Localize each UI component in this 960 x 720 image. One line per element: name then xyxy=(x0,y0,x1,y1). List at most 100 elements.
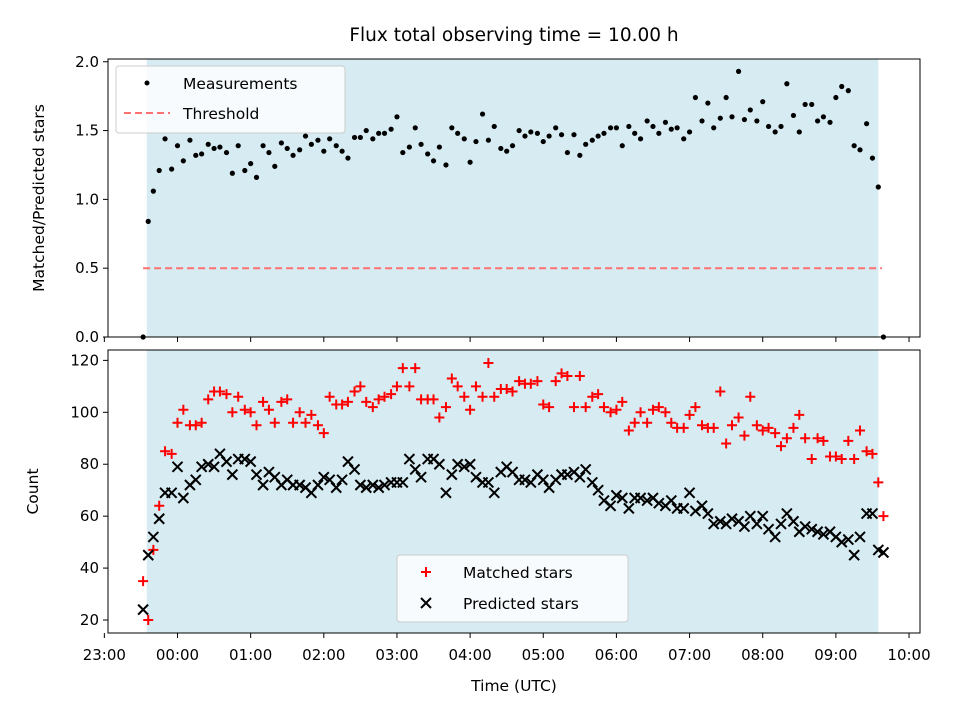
matched-star-point xyxy=(373,394,384,405)
predicted-star-point xyxy=(696,500,708,512)
top-y-tick-label: 2.0 xyxy=(75,53,99,71)
measurement-point xyxy=(509,143,516,149)
matched-star-point xyxy=(726,420,737,431)
top-y-tick-label: 1.5 xyxy=(75,122,99,140)
matched-star-point xyxy=(781,433,792,444)
matched-star-point xyxy=(800,433,811,444)
measurement-point xyxy=(290,152,296,158)
predicted-star-point xyxy=(336,474,348,486)
x-tick-label: 08:00 xyxy=(741,646,784,664)
measurement-point xyxy=(297,147,303,153)
measurement-point xyxy=(302,133,309,139)
bottom-y-ticks: 20 40 60 80 100 120 xyxy=(70,351,108,629)
measurement-point xyxy=(571,132,577,138)
bottom-y-tick-label: 20 xyxy=(80,611,99,629)
measurement-point xyxy=(327,136,333,142)
legend-measurements-label: Measurements xyxy=(183,75,298,93)
matched-star-point xyxy=(404,381,415,392)
x-tick-label: 03:00 xyxy=(375,646,418,664)
measurement-point xyxy=(760,99,766,105)
measurement-point xyxy=(351,134,358,141)
measurement-point xyxy=(333,143,339,149)
predicted-star-point xyxy=(409,463,421,476)
predicted-star-point xyxy=(440,487,452,499)
measurement-point xyxy=(235,143,241,149)
measurement-point xyxy=(869,155,876,161)
matched-star-point xyxy=(367,402,378,413)
matched-star-point xyxy=(794,409,805,420)
measurement-point xyxy=(747,107,753,113)
measurement-point xyxy=(723,94,729,101)
measurement-point xyxy=(851,143,857,149)
top-y-tick-label: 0.0 xyxy=(75,328,99,346)
measurement-point xyxy=(223,149,230,156)
top-y-axis-label: Matched/Predicted stars xyxy=(30,104,48,292)
predicted-star-point xyxy=(811,526,824,538)
matched-star-point xyxy=(489,391,500,402)
predicted-star-point xyxy=(372,481,385,494)
predicted-star-point xyxy=(415,471,427,483)
matched-star-point xyxy=(428,394,439,405)
legend-predicted-marker xyxy=(420,597,432,609)
measurement-point xyxy=(577,152,583,158)
matched-star-point xyxy=(312,420,323,431)
matched-star-point xyxy=(770,428,781,439)
predicted-star-point xyxy=(397,476,409,489)
predicted-star-point xyxy=(190,474,202,486)
predicted-star-point xyxy=(354,479,367,491)
predicted-star-point xyxy=(702,507,714,520)
measurement-point xyxy=(381,130,388,136)
predicted-star-point xyxy=(293,479,306,491)
matched-star-point xyxy=(269,417,280,428)
matched-star-point xyxy=(276,396,287,407)
measurement-point xyxy=(650,123,656,130)
measurement-point xyxy=(491,123,497,130)
predicted-star-point xyxy=(446,468,458,481)
matched-star-point xyxy=(697,420,708,431)
legend-matched-marker xyxy=(421,567,431,577)
matched-star-point xyxy=(196,417,207,428)
measurement-point xyxy=(839,83,845,90)
matched-star-point xyxy=(715,386,726,397)
measurement-point xyxy=(479,111,486,117)
measurement-point xyxy=(199,151,205,157)
predicted-star-point xyxy=(799,520,811,533)
measurement-point xyxy=(400,149,406,156)
predicted-star-point xyxy=(226,468,239,481)
matched-star-point xyxy=(660,407,671,418)
matched-star-point xyxy=(483,357,494,368)
matched-star-point xyxy=(245,407,256,418)
matched-star-point xyxy=(538,399,549,410)
predicted-star-point xyxy=(592,484,604,496)
matched-star-point xyxy=(678,422,689,433)
measurement-point xyxy=(376,130,382,136)
measurement-point xyxy=(467,159,473,165)
predicted-star-point xyxy=(665,494,677,507)
predicted-star-point xyxy=(579,463,592,476)
measurement-point xyxy=(833,94,839,101)
measurement-point xyxy=(461,136,467,142)
measurement-point xyxy=(857,147,863,153)
predicted-star-point xyxy=(378,479,391,491)
bottom-axes: 20 40 60 80 100 120 23:00 00:00 01:00 02:00 03:00… xyxy=(24,349,931,695)
predicted-star-point xyxy=(842,533,855,546)
predicted-star-point xyxy=(574,471,586,483)
measurement-point xyxy=(534,130,541,136)
measurement-point xyxy=(619,143,625,149)
measurement-point xyxy=(692,94,699,101)
matched-star-point xyxy=(355,381,366,392)
matched-star-point xyxy=(300,417,311,428)
top-axes-frame xyxy=(107,58,921,338)
x-tick-label: 04:00 xyxy=(448,646,491,664)
measurement-point xyxy=(242,167,248,174)
measurement-point xyxy=(174,143,181,149)
matched-star-point xyxy=(227,407,238,418)
matched-star-point xyxy=(739,430,750,441)
predicted-star-point xyxy=(403,453,416,465)
matched-star-point xyxy=(776,441,787,452)
matched-star-point xyxy=(666,417,677,428)
measurement-point xyxy=(516,127,522,134)
predicted-star-point xyxy=(537,474,549,486)
predicted-star-point xyxy=(726,513,738,525)
x-tick-label: 23:00 xyxy=(83,646,126,664)
